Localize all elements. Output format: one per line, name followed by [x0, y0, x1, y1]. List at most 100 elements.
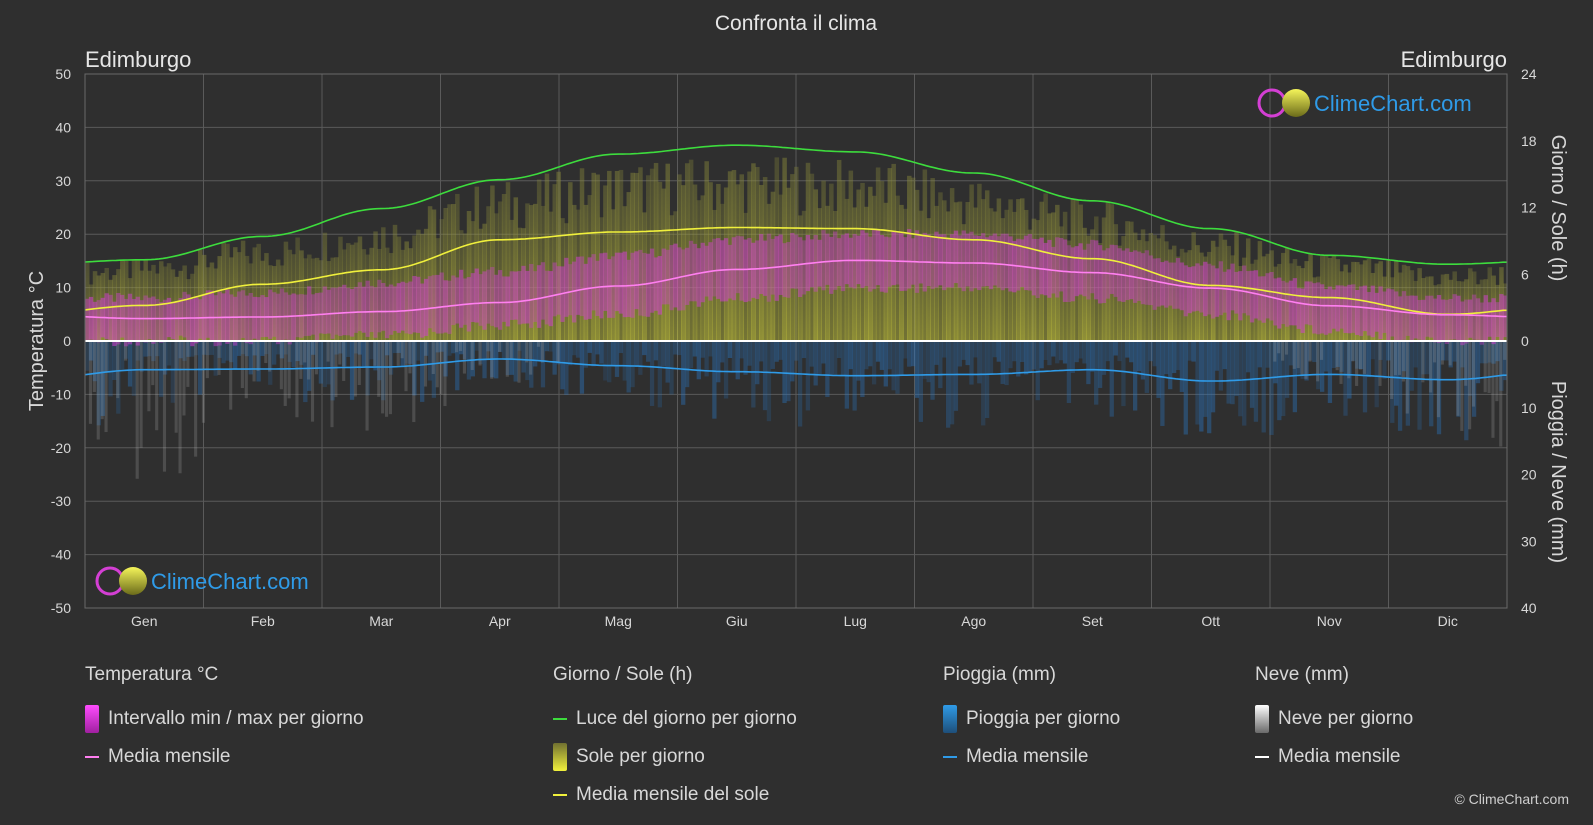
temp-day-bar	[431, 275, 437, 332]
snow-day-bar	[182, 341, 186, 416]
temp-day-bar	[852, 233, 857, 289]
sun-day-bar	[466, 211, 472, 341]
rain-day-bar	[723, 341, 729, 399]
temp-day-bar	[1343, 286, 1348, 333]
temp-day-bar	[381, 282, 386, 331]
watermark-bottom: ClimeChart.com	[95, 566, 309, 596]
rain-day-bar	[1300, 341, 1305, 379]
rain-day-bar	[1397, 341, 1403, 431]
sun-day-bar	[1199, 252, 1204, 341]
rain-day-bar	[462, 341, 468, 360]
temp-day-bar	[848, 237, 853, 288]
right-tick-label: 6	[1521, 266, 1529, 282]
rain-day-bar	[342, 341, 347, 367]
rain-day-bar	[735, 341, 740, 380]
temp-day-bar	[384, 286, 390, 339]
temp-day-bar	[357, 282, 363, 332]
rain-day-bar	[727, 341, 733, 359]
rain-day-bar	[486, 341, 491, 352]
sun-day-bar	[1175, 256, 1181, 341]
temp-range-swatch	[85, 705, 99, 733]
rain-day-bar	[930, 341, 935, 400]
rain-day-bar	[996, 341, 1001, 362]
rain-day-bar	[813, 341, 818, 386]
snow-day-bar	[1355, 341, 1359, 386]
rain-day-bar	[953, 341, 959, 411]
rain-day-bar	[1390, 341, 1395, 423]
sun-day-bar	[864, 206, 869, 341]
snow-day-bar	[486, 341, 490, 359]
rain-day-bar	[848, 341, 853, 370]
rain-day-bar	[649, 341, 655, 406]
sun-day-bar	[1230, 255, 1235, 341]
rain-day-bar	[1105, 341, 1111, 362]
temp-day-bar	[272, 292, 277, 337]
sun-day-bar	[1460, 281, 1465, 341]
rain-day-bar	[626, 341, 631, 393]
rain-day-bar	[1269, 341, 1274, 435]
rain-day-bar	[1121, 341, 1126, 407]
watermark-text-top: ClimeChart.com	[1314, 91, 1472, 116]
temp-day-bar	[575, 256, 581, 315]
temp-day-bar	[1222, 271, 1227, 313]
rain-day-bar	[860, 341, 865, 398]
rain-day-bar	[1374, 341, 1379, 408]
temp-day-bar	[497, 270, 503, 330]
right-tick-label: 30	[1521, 533, 1537, 549]
rain-day-bar	[170, 341, 176, 403]
temp-day-bar	[1183, 265, 1188, 317]
temp-day-bar	[182, 291, 187, 338]
temp-day-bar	[1016, 238, 1021, 291]
sunshine-swatch	[553, 743, 567, 771]
left-tick-label: 30	[55, 173, 71, 189]
temp-day-bar	[903, 237, 908, 291]
rain-day-bar	[307, 341, 312, 391]
sun-day-bar	[646, 175, 651, 341]
snow-day-bar	[1296, 341, 1300, 369]
sun-day-bar	[665, 163, 670, 341]
rain-day-bar	[252, 341, 257, 356]
temp-day-bar	[1000, 233, 1005, 291]
temp-day-bar	[236, 291, 242, 341]
temp-day-bar	[571, 261, 577, 323]
sun-day-bar	[1405, 266, 1411, 341]
temp-day-bar	[626, 259, 631, 317]
snow-day-bar	[1273, 341, 1277, 362]
snow-mean-swatch	[1255, 756, 1269, 758]
temp-day-bar	[1487, 302, 1492, 337]
temp-day-bar	[1249, 270, 1255, 323]
snow-day-bar	[295, 341, 299, 418]
legend-snow-title: Neve (mm)	[1255, 664, 1349, 685]
rain-day-bar	[420, 341, 425, 402]
rain-day-bar	[334, 341, 339, 355]
rain-day-bar	[965, 341, 970, 366]
sun-day-bar	[1245, 238, 1251, 341]
rain-day-bar	[1226, 341, 1231, 404]
sun-day-bar	[1121, 236, 1126, 341]
sun-day-bar	[684, 163, 690, 341]
temp-day-bar	[326, 289, 331, 334]
sun-day-bar	[1327, 258, 1333, 341]
temp-day-bar	[88, 296, 94, 340]
rain-day-bar	[856, 341, 861, 381]
sun-day-bar	[1055, 204, 1060, 341]
rain-day-bar	[384, 341, 390, 356]
rain-day-bar	[988, 341, 994, 375]
temp-day-bar	[622, 251, 627, 318]
temp-day-bar	[607, 259, 612, 318]
temp-day-bar	[790, 232, 795, 289]
rain-day-bar	[501, 341, 507, 359]
snow-day-bar	[388, 341, 392, 415]
rain-day-bar	[875, 341, 881, 362]
sun-day-bar	[143, 259, 148, 341]
rain-day-bar	[166, 341, 172, 366]
temp-day-bar	[213, 295, 218, 347]
temp-day-bar	[973, 235, 978, 289]
rain-day-bar	[879, 341, 885, 370]
sun-day-bar	[758, 184, 764, 341]
rain-day-bar	[1448, 341, 1453, 368]
sun-day-bar	[529, 205, 534, 341]
temp-day-bar	[162, 299, 168, 341]
snow-day-bar	[431, 341, 435, 375]
snow-day-bar	[1483, 341, 1487, 393]
